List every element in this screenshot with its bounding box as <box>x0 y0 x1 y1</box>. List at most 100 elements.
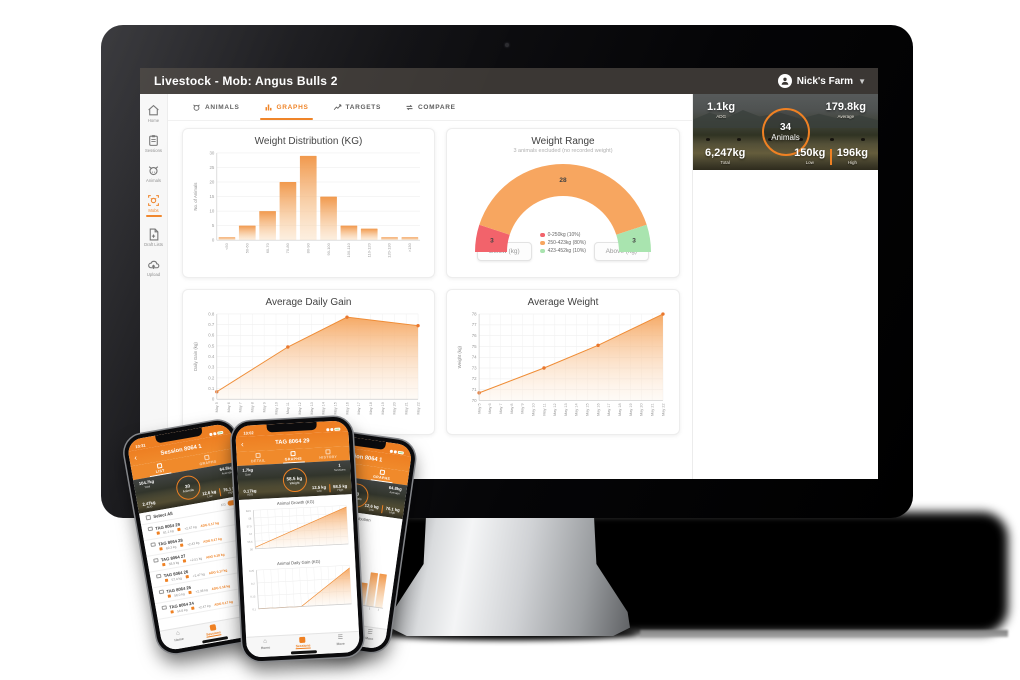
checkbox[interactable] <box>147 526 153 532</box>
tab-graphs[interactable]: GRAPHS <box>259 94 313 120</box>
svg-text:May 19: May 19 <box>629 403 633 415</box>
svg-text:May 12: May 12 <box>298 402 302 414</box>
svg-text:May 11: May 11 <box>286 402 290 414</box>
svg-text:0.5: 0.5 <box>208 343 215 348</box>
card-average-weight: Average Weight 70 71 72 73 74 75 76 77 78 May 5 Ma… <box>446 289 680 435</box>
stat-label: Average <box>221 469 233 476</box>
weight-icon <box>167 594 171 598</box>
line-chart-icon <box>333 103 341 110</box>
right-panel-body <box>693 170 878 479</box>
stat-bottom-left: 0.17kg ADG <box>243 488 256 497</box>
legend-dot <box>540 248 545 254</box>
svg-text:0.2: 0.2 <box>251 581 255 585</box>
chart-title: Weight Range <box>531 136 595 147</box>
sidebar-item-upload[interactable]: Upload <box>140 256 167 279</box>
wifi-icon <box>393 450 397 454</box>
user-menu[interactable]: Nick's Farm ▼ <box>777 74 878 88</box>
svg-text:74: 74 <box>472 355 477 360</box>
stat-low: 12.6 kg Low <box>202 488 217 499</box>
active-underline <box>145 215 162 217</box>
checkbox[interactable] <box>150 541 156 548</box>
svg-text:No. of Animals: No. of Animals <box>193 182 198 211</box>
tab-icon <box>290 450 296 457</box>
checkbox[interactable] <box>161 604 167 611</box>
nav-item-home[interactable]: ⌂Home <box>165 628 192 643</box>
svg-text:0.1: 0.1 <box>208 386 215 391</box>
svg-text:May 11: May 11 <box>542 403 546 415</box>
stat-animal-count: 34 Animals <box>761 108 810 156</box>
stat-total: 6,247kg Total <box>705 147 746 165</box>
row-value: +2.47 kg <box>197 603 211 610</box>
sidebar-item-home[interactable]: Home <box>140 102 167 125</box>
stat-adg: 1.1kg ADG <box>707 101 736 119</box>
svg-text:0.1: 0.1 <box>252 607 256 611</box>
svg-text:Daily Gain (kg): Daily Gain (kg) <box>193 342 198 371</box>
tab-label: LIST <box>155 468 166 475</box>
svg-text:0.3: 0.3 <box>208 365 215 370</box>
tab-label: GRAPHS <box>276 103 309 111</box>
stat-top-right: 64.8kg Average <box>219 465 233 476</box>
svg-text:May 10: May 10 <box>274 402 278 414</box>
right-column: 1.1kg ADG 179.8kg Average 34 Animals 6 <box>692 94 878 479</box>
checkbox[interactable] <box>155 573 162 579</box>
row-value: +2.47 kg <box>192 571 206 578</box>
nav-item-home[interactable]: ⌂Home <box>252 638 279 650</box>
tab-icon <box>325 449 331 455</box>
sidebar-item-animals[interactable]: Animals <box>140 162 167 185</box>
stat-label: ADG <box>246 492 254 497</box>
app-screen: Livestock - Mob: Angus Bulls 2 Nick's Fa… <box>140 68 878 479</box>
mob-icon <box>148 195 159 206</box>
svg-text:May 20: May 20 <box>640 403 644 415</box>
svg-text:May 6: May 6 <box>227 402 231 412</box>
checkbox[interactable] <box>145 514 151 521</box>
stat-low-high: 12.5 kg Low 58.5 kg High <box>312 483 348 493</box>
app-header: Livestock - Mob: Angus Bulls 2 Nick's Fa… <box>140 68 878 94</box>
webcam-dot <box>505 43 509 47</box>
tab-label: ANIMALS <box>205 103 240 111</box>
sidebar-item-mobs[interactable]: Mobs <box>140 192 167 219</box>
stat-label: Gain <box>244 472 251 477</box>
nav-item-sessions[interactable]: Sessions <box>290 636 317 650</box>
svg-text:0.15: 0.15 <box>250 594 256 598</box>
svg-text:May 8: May 8 <box>510 403 514 413</box>
legend-item: 250-423kg (80%) <box>540 240 586 246</box>
svg-text:50-60: 50-60 <box>244 242 249 253</box>
svg-text:72: 72 <box>472 376 477 381</box>
user-avatar-icon <box>777 74 792 88</box>
weight-icon <box>169 610 174 614</box>
status-time: 10:02 <box>243 430 254 436</box>
tab-targets[interactable]: TARGETS <box>333 94 381 120</box>
tab-compare[interactable]: COMPARE <box>405 94 456 120</box>
svg-text:58.5: 58.5 <box>246 509 252 513</box>
row-value: 61.1 kg <box>162 528 174 535</box>
phone-title: TAG 8064 29 <box>275 437 310 446</box>
card-weight-distribution: Weight Distribution (KG) 0 5 10 15 20 25 30 <50… <box>182 128 435 278</box>
stat-high: 76.1 kg High <box>385 505 400 515</box>
stat-divider <box>328 484 331 493</box>
svg-text:May 20: May 20 <box>393 402 397 414</box>
svg-text:76: 76 <box>472 333 477 338</box>
svg-text:56.5: 56.5 <box>247 540 253 544</box>
nav-label: Home <box>260 645 271 650</box>
svg-text:May 5: May 5 <box>477 403 481 413</box>
weight-range-gauge: 3 28 3 0-250kg (10%) 250-423kg (80%) 423-452k… <box>467 158 659 254</box>
sidebar-item-sessions[interactable]: Sessions <box>140 132 167 155</box>
nav-label: Sessions <box>295 642 311 650</box>
sidebar-item-draft-lists[interactable]: Draft Lists <box>140 226 167 249</box>
more-icon: ☰ <box>337 634 344 642</box>
tab-icon <box>156 462 163 469</box>
tab-animals[interactable]: ANIMALS <box>192 94 240 120</box>
svg-text:5: 5 <box>212 223 215 228</box>
gain-icon <box>185 574 189 579</box>
sidebar-item-label: Sessions <box>145 148 162 153</box>
legend-label: 423-452kg (10%) <box>547 248 586 254</box>
user-name: Nick's Farm <box>796 75 854 87</box>
legend-label: 250-423kg (80%) <box>547 240 586 246</box>
svg-text:May 13: May 13 <box>310 402 314 414</box>
nav-item-more[interactable]: ☰More <box>327 634 354 646</box>
checkbox[interactable] <box>158 589 164 595</box>
checkbox[interactable] <box>153 557 159 563</box>
stat-high: 58.5 kg High <box>333 483 348 492</box>
stat-low: 12.5 kg Low <box>312 484 327 493</box>
